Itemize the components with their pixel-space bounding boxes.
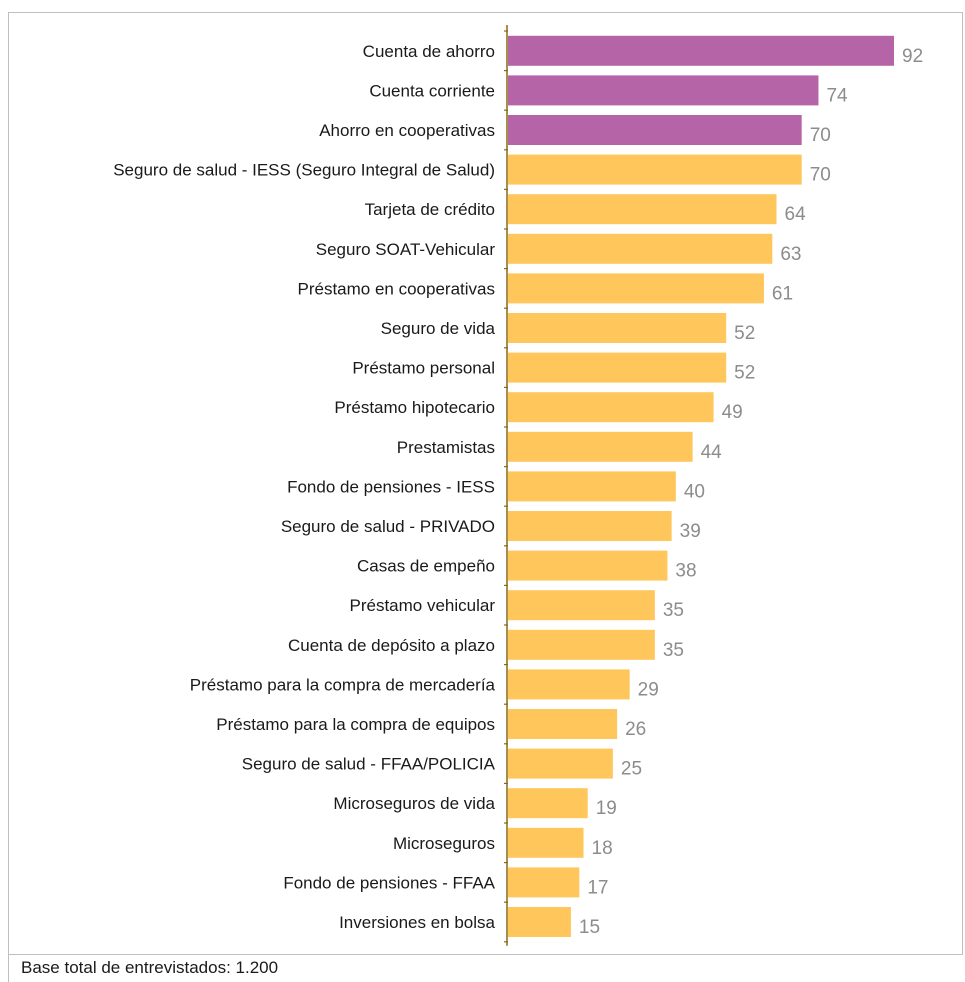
value-label: 35 (663, 640, 684, 661)
base-note: Base total de entrevistados: 1.200 (8, 955, 963, 982)
category-label: Ahorro en cooperativas (319, 121, 495, 140)
category-label: Préstamo para la compra de equipos (216, 715, 495, 734)
value-label: 52 (734, 363, 755, 384)
category-label: Seguro SOAT-Vehicular (316, 240, 496, 259)
category-label: Cuenta de ahorro (363, 42, 495, 61)
value-label: 19 (596, 798, 617, 819)
bar (508, 788, 588, 819)
value-label: 49 (722, 402, 743, 423)
value-label: 18 (592, 838, 613, 859)
value-label: 64 (785, 204, 807, 225)
value-label: 26 (625, 719, 646, 740)
category-label: Seguro de salud - IESS (Seguro Integral … (113, 161, 495, 180)
bar (508, 590, 655, 621)
value-label: 92 (902, 46, 923, 67)
value-label: 15 (579, 917, 600, 938)
category-label: Préstamo en cooperativas (298, 279, 496, 298)
category-label: Préstamo para la compra de mercadería (190, 675, 496, 694)
bar (508, 115, 802, 145)
category-label: Microseguros de vida (333, 794, 495, 813)
value-label: 63 (780, 244, 801, 265)
category-label: Prestamistas (397, 438, 495, 457)
category-label: Seguro de salud - PRIVADO (281, 517, 495, 536)
value-label: 40 (684, 481, 705, 502)
category-label: Tarjeta de crédito (365, 200, 495, 219)
bar (508, 194, 777, 225)
value-label: 61 (772, 283, 793, 304)
value-label: 52 (734, 323, 755, 344)
bar (508, 75, 819, 106)
value-label: 17 (587, 877, 608, 898)
bar (508, 827, 584, 858)
category-label: Microseguros (393, 834, 495, 853)
category-label: Inversiones en bolsa (339, 913, 495, 932)
bar (508, 392, 714, 423)
bar (508, 431, 693, 462)
category-label: Fondo de pensiones - FFAA (283, 873, 495, 892)
category-label: Cuenta corriente (369, 81, 495, 100)
category-label: Casas de empeño (357, 557, 495, 576)
bar (508, 233, 773, 264)
bar (508, 313, 727, 343)
value-label: 29 (638, 679, 659, 700)
bar (508, 471, 676, 502)
value-label: 44 (701, 442, 723, 463)
bar (508, 352, 727, 383)
bar (508, 550, 668, 581)
bar (508, 35, 894, 66)
bar (508, 867, 580, 898)
value-label: 70 (810, 125, 831, 146)
value-label: 25 (621, 759, 642, 780)
category-label: Préstamo hipotecario (334, 398, 495, 417)
bar (508, 154, 802, 185)
category-label: Fondo de pensiones - IESS (287, 477, 495, 496)
bar (508, 273, 764, 304)
category-label: Seguro de salud - FFAA/POLICIA (242, 755, 496, 774)
value-label: 38 (675, 561, 696, 582)
bar (508, 629, 655, 660)
bar (508, 511, 672, 541)
category-label: Seguro de vida (381, 319, 496, 338)
category-label: Cuenta de depósito a plazo (288, 636, 495, 655)
value-label: 74 (826, 85, 848, 106)
bar (508, 907, 571, 937)
chart-frame: Cuenta de ahorro 92 Cuenta corriente 74 Ahor… (8, 12, 963, 955)
category-label: Préstamo personal (352, 359, 495, 378)
value-label: 39 (680, 521, 701, 542)
category-label: Préstamo vehicular (349, 596, 495, 615)
bar (508, 709, 618, 739)
bar-chart: Cuenta de ahorro 92 Cuenta corriente 74 Ahor… (113, 25, 923, 946)
bar (508, 669, 630, 700)
value-label: 35 (663, 600, 684, 621)
bar (508, 748, 613, 779)
value-label: 70 (810, 165, 831, 186)
